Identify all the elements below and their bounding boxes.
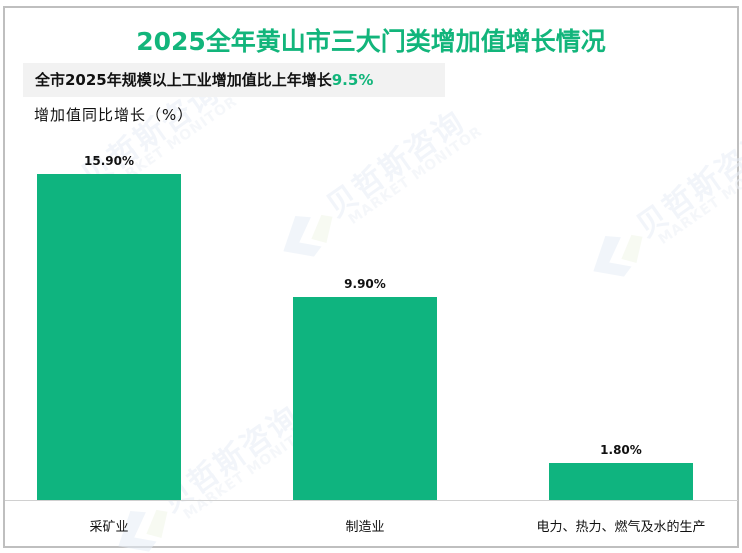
data-label: 15.90%	[84, 154, 134, 168]
subtitle-highlight-value: 9.5%	[331, 71, 374, 89]
bar-manufacturing	[293, 297, 437, 500]
data-label: 9.90%	[344, 277, 386, 291]
y-axis-title: 增加值同比增长（%）	[34, 106, 194, 124]
data-label: 1.80%	[600, 443, 642, 457]
x-tick-label: 采矿业	[89, 520, 129, 535]
chart-title: 2025全年黄山市三大门类增加值增长情况	[136, 27, 606, 56]
bar-mining	[37, 174, 181, 500]
bar-utilities	[549, 463, 693, 500]
x-tick-label: 制造业	[345, 520, 385, 535]
x-axis-line	[5, 500, 738, 501]
subtitle-banner: 全市2025年规模以上工业增加值比上年增长9.5%	[23, 63, 445, 97]
subtitle-text: 全市2025年规模以上工业增加值比上年增长	[35, 71, 332, 89]
x-tick-label: 电力、热力、燃气及水的生产	[536, 520, 706, 535]
